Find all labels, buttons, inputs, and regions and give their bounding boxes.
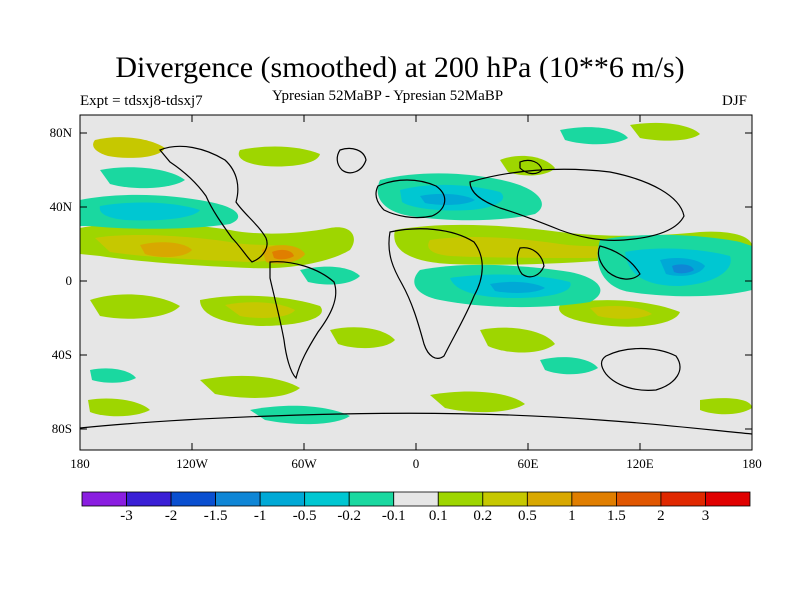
pos-region xyxy=(238,146,320,167)
lon-tick-label: 180 xyxy=(70,456,90,471)
colorbar-label: 1 xyxy=(568,508,576,524)
coastlines xyxy=(80,145,752,435)
colorbar-label: -0.1 xyxy=(381,508,406,524)
neg-region xyxy=(99,202,200,221)
pos-region xyxy=(630,122,700,141)
divergence-field xyxy=(80,122,752,425)
colorbar-swatch xyxy=(571,491,617,507)
lat-tick-label: 40N xyxy=(49,199,72,214)
colorbar-label: 0.2 xyxy=(473,508,493,524)
pos-region xyxy=(200,375,300,398)
neg-region xyxy=(90,368,136,383)
colorbar-swatch xyxy=(259,491,306,507)
lon-tick-label: 60E xyxy=(517,456,539,471)
colorbar xyxy=(81,491,751,507)
coastline-south-america xyxy=(269,261,337,380)
lat-tick-label: 80S xyxy=(51,421,72,436)
coastline-antarctica xyxy=(80,412,752,435)
colorbar-swatch xyxy=(304,491,350,507)
pos-region xyxy=(95,235,286,262)
pos-region xyxy=(700,398,752,415)
lon-tick-label: 120E xyxy=(626,456,654,471)
pos-region xyxy=(428,237,641,258)
map-plot-area xyxy=(80,115,752,450)
coastline-europe xyxy=(375,179,446,219)
pos-region xyxy=(272,249,294,260)
colorbar-swatch xyxy=(393,491,439,507)
colorbar-swatch xyxy=(215,491,261,507)
colorbar-swatch xyxy=(81,491,127,507)
season-label: DJF xyxy=(722,93,748,109)
neg-region xyxy=(672,264,694,274)
colorbar-swatch xyxy=(348,491,395,507)
colorbar-swatch xyxy=(170,491,216,507)
lon-tick-label: 120W xyxy=(176,456,208,471)
pos-region xyxy=(90,294,180,319)
coastline-asia xyxy=(469,168,685,241)
colorbar-label: 0.1 xyxy=(428,508,448,524)
lat-tick-label: 0 xyxy=(65,273,73,288)
colorbar-label: -0.5 xyxy=(292,508,317,524)
coastline-australia xyxy=(600,347,681,391)
colorbar-swatch xyxy=(660,491,706,507)
colorbar-swatch xyxy=(616,491,662,507)
coastline-arctic-islands xyxy=(519,159,543,175)
colorbar-swatch xyxy=(705,491,751,507)
colorbar-swatch xyxy=(526,491,573,507)
lon-tick-label: 60W xyxy=(291,456,317,471)
pos-region xyxy=(140,242,192,258)
lat-tick-label: 40S xyxy=(51,347,72,362)
neg-region xyxy=(490,281,545,293)
axis-ticks xyxy=(80,115,752,450)
pos-region xyxy=(590,306,652,319)
neg-region xyxy=(560,127,628,145)
colorbar-label: -3 xyxy=(120,508,133,524)
pos-region xyxy=(480,327,555,353)
pos-region xyxy=(225,302,295,318)
colorbar-swatch xyxy=(437,491,484,507)
neg-region xyxy=(540,357,598,375)
map-title: Divergence (smoothed) at 200 hPa (10**6 … xyxy=(115,51,685,84)
pos-region xyxy=(88,398,150,417)
colorbar-label: 0.5 xyxy=(517,508,537,524)
pos-region xyxy=(330,327,395,349)
colorbar-label: -1 xyxy=(253,508,267,524)
colorbar-swatch xyxy=(482,491,528,507)
lon-tick-label: 180 xyxy=(742,456,762,471)
colorbar-label: -0.2 xyxy=(337,508,362,524)
neg-region xyxy=(300,266,360,285)
coastline-greenland xyxy=(336,147,367,174)
coastline-india xyxy=(516,247,545,278)
pos-region xyxy=(430,391,525,413)
coastline-southeast-asia xyxy=(597,245,641,280)
experiment-label: Expt = tdsxj8-tdsxj7 xyxy=(80,93,203,109)
lat-tick-label: 80N xyxy=(49,125,72,140)
colorbar-label: 1.5 xyxy=(607,508,626,524)
neg-region xyxy=(100,167,185,189)
period-label: Ypresian 52MaBP - Ypresian 52MaBP xyxy=(272,88,504,104)
pos-region xyxy=(93,137,165,158)
neg-region xyxy=(420,193,475,205)
colorbar-label: 2 xyxy=(657,508,665,524)
lon-tick-label: 0 xyxy=(412,456,420,471)
colorbar-label: -2 xyxy=(164,508,178,524)
colorbar-label: -1.5 xyxy=(203,508,228,524)
coastline-north-america xyxy=(159,145,268,263)
colorbar-label: 3 xyxy=(701,508,710,524)
colorbar-swatch xyxy=(126,491,172,507)
coastline-africa xyxy=(388,228,483,359)
